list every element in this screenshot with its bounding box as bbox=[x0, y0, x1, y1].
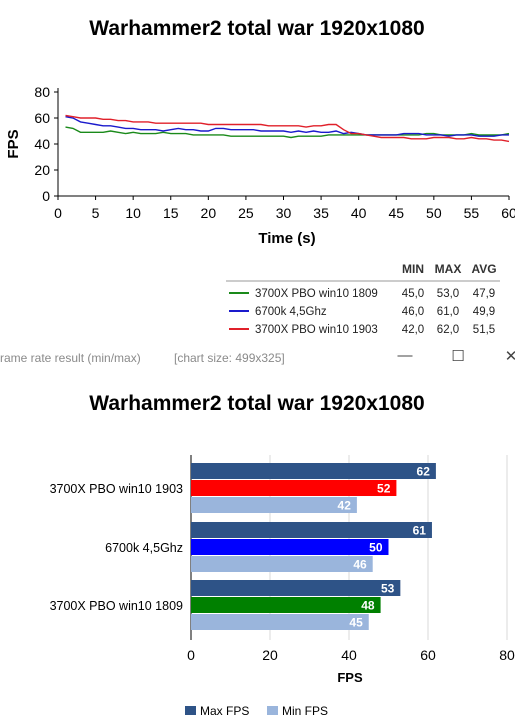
table-cell-min: 45,0 bbox=[402, 288, 424, 300]
y-tick-label: 80 bbox=[34, 84, 50, 100]
x-tick-label: 30 bbox=[276, 205, 292, 221]
bar-value-label: 53 bbox=[381, 582, 395, 596]
x-tick-label: 50 bbox=[426, 205, 442, 221]
legend-swatch bbox=[267, 706, 278, 715]
x-tick-label: 60 bbox=[420, 647, 436, 663]
table-row-name: 6700k 4,5Ghz bbox=[255, 306, 327, 318]
x-tick-label: 45 bbox=[388, 205, 404, 221]
y-tick-label: 0 bbox=[42, 188, 50, 204]
legend-label: Min FPS bbox=[282, 704, 328, 718]
bar-2 bbox=[191, 539, 389, 555]
bar-1 bbox=[191, 463, 436, 479]
x-tick-label: 0 bbox=[187, 647, 195, 663]
y-axis-label: FPS bbox=[5, 129, 22, 158]
chart-title: Warhammer2 total war 1920x1080 bbox=[89, 392, 424, 415]
table-header-avg: AVG bbox=[471, 262, 496, 276]
x-tick-label: 55 bbox=[464, 205, 480, 221]
bar-value-label: 45 bbox=[349, 616, 363, 630]
table-cell-min: 46,0 bbox=[402, 306, 424, 318]
minimize-icon[interactable]: — bbox=[397, 347, 413, 364]
bar-value-label: 50 bbox=[369, 541, 383, 555]
x-tick-label: 10 bbox=[125, 205, 141, 221]
x-tick-label: 80 bbox=[499, 647, 515, 663]
table-row-name: 3700X PBO win10 1809 bbox=[255, 288, 378, 300]
table-header-min: MIN bbox=[402, 262, 424, 276]
close-icon[interactable]: ✕ bbox=[504, 348, 515, 365]
x-tick-label: 25 bbox=[238, 205, 254, 221]
table-cell-avg: 49,9 bbox=[473, 306, 495, 318]
window-title-bar: rame rate result (min/max) [chart size: … bbox=[0, 346, 515, 370]
bar-value-label: 52 bbox=[377, 482, 391, 496]
x-tick-label: 15 bbox=[163, 205, 179, 221]
bar-3 bbox=[191, 497, 357, 513]
series-line-3 bbox=[65, 114, 510, 143]
bar-value-label: 62 bbox=[417, 465, 431, 479]
bar-value-label: 46 bbox=[353, 558, 367, 572]
chart-size-label: [chart size: 499x325] bbox=[174, 351, 285, 365]
x-tick-label: 20 bbox=[201, 205, 217, 221]
x-axis-label: Time (s) bbox=[258, 230, 315, 247]
x-tick-label: 40 bbox=[341, 647, 357, 663]
category-label: 3700X PBO win10 1809 bbox=[50, 599, 183, 613]
chart-title: Warhammer2 total war 1920x1080 bbox=[89, 17, 424, 40]
table-cell-min: 42,0 bbox=[402, 324, 424, 336]
x-tick-label: 20 bbox=[262, 647, 278, 663]
table-cell-max: 62,0 bbox=[437, 324, 459, 336]
bar-value-label: 42 bbox=[338, 499, 352, 513]
y-tick-label: 60 bbox=[34, 110, 50, 126]
fps-bar-chart: Warhammer2 total war 1920x1080 3700X PBO … bbox=[50, 392, 515, 718]
x-tick-label: 0 bbox=[54, 205, 62, 221]
table-cell-avg: 51,5 bbox=[473, 324, 495, 336]
x-axis-label: FPS bbox=[337, 670, 363, 685]
bar-3 bbox=[191, 614, 369, 630]
bar-value-label: 61 bbox=[413, 524, 427, 538]
x-tick-label: 5 bbox=[92, 205, 100, 221]
series-line-1 bbox=[65, 126, 510, 139]
table-cell-max: 61,0 bbox=[437, 306, 459, 318]
series-line-2 bbox=[65, 116, 509, 137]
category-label: 3700X PBO win10 1903 bbox=[50, 482, 183, 496]
legend-label: Max FPS bbox=[200, 704, 249, 718]
bar-2 bbox=[191, 480, 397, 496]
table-cell-max: 53,0 bbox=[437, 288, 459, 300]
x-tick-label: 35 bbox=[313, 205, 329, 221]
y-tick-label: 20 bbox=[34, 162, 50, 178]
bar-1 bbox=[191, 522, 432, 538]
bar-2 bbox=[191, 597, 381, 613]
maximize-icon[interactable]: ☐ bbox=[451, 348, 465, 365]
legend-swatch bbox=[185, 706, 196, 715]
table-cell-avg: 47,9 bbox=[473, 288, 495, 300]
x-tick-label: 60 bbox=[501, 205, 515, 221]
fps-line-chart: Warhammer2 total war 1920x1080 0 20 40 60 80 0… bbox=[5, 17, 515, 336]
category-label: 6700k 4,5Ghz bbox=[105, 541, 183, 555]
table-row-name: 3700X PBO win10 1903 bbox=[255, 324, 378, 336]
bar-1 bbox=[191, 580, 401, 596]
bar-3 bbox=[191, 556, 373, 572]
bar-value-label: 48 bbox=[361, 599, 375, 613]
table-header-max: MAX bbox=[435, 262, 462, 276]
y-tick-label: 40 bbox=[34, 136, 50, 152]
window-title: rame rate result (min/max) bbox=[0, 351, 141, 365]
x-tick-label: 40 bbox=[351, 205, 367, 221]
